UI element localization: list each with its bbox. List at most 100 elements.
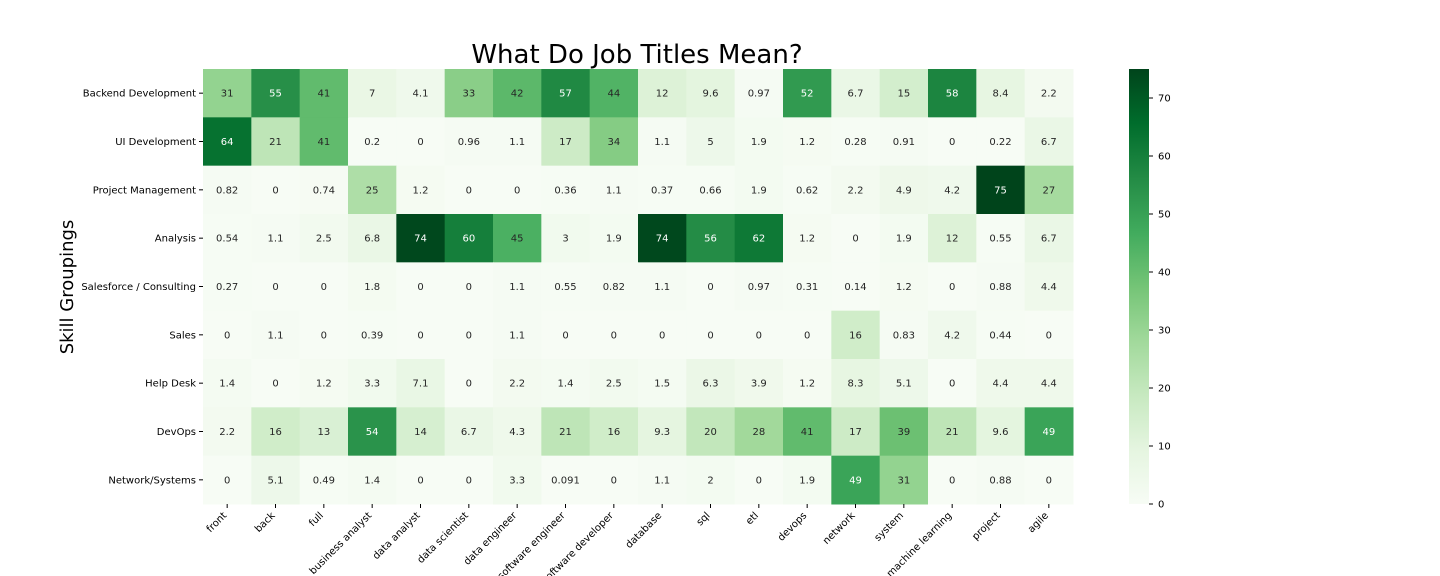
heatmap-cell [928, 262, 977, 312]
heatmap-cell [638, 214, 687, 263]
cell-value-label: 1.9 [896, 234, 912, 245]
cell-value-label: 39 [897, 427, 910, 438]
cell-value-label: 2.2 [219, 427, 235, 438]
cell-value-label: 1.4 [558, 379, 574, 390]
heatmap-cell [928, 214, 977, 263]
heatmap-cell [879, 69, 929, 118]
cell-value-label: 1.2 [316, 379, 332, 390]
cell-value-label: 0 [272, 379, 278, 390]
cell-value-label: 0.82 [216, 185, 238, 196]
heatmap-cell [638, 165, 687, 215]
heatmap-cell [348, 262, 397, 312]
cell-value-label: 3.3 [509, 475, 525, 486]
cell-value-label: 15 [897, 89, 910, 100]
cell-value-label: 2.2 [509, 379, 525, 390]
cell-value-label: 0 [466, 185, 472, 196]
cell-value-label: 1.2 [799, 234, 815, 245]
cell-value-label: 4.4 [1041, 282, 1057, 293]
heatmap-cell [396, 214, 446, 263]
column-label: network [821, 510, 858, 547]
cell-value-label: 1.9 [606, 234, 622, 245]
heatmap-cell [928, 407, 977, 457]
heatmap-cell [734, 117, 784, 167]
heatmap-cell [396, 117, 446, 167]
heatmap-cell [734, 359, 784, 408]
heatmap-cell [251, 117, 301, 167]
cell-value-label: 0.88 [989, 475, 1011, 486]
cell-value-label: 0 [804, 330, 810, 341]
cell-value-label: 6.7 [1041, 137, 1057, 148]
heatmap-cell [976, 359, 1026, 408]
cell-value-label: 1.4 [219, 379, 235, 390]
cell-value-label: 0.14 [844, 282, 866, 293]
heatmap-cell [203, 165, 252, 215]
heatmap-cell [831, 165, 881, 215]
heatmap-cell [1024, 165, 1074, 215]
heatmap-cell [879, 165, 929, 215]
heatmap-cell [348, 407, 397, 457]
cell-value-label: 3 [562, 234, 568, 245]
heatmap-cell [879, 214, 929, 263]
heatmap-cell [203, 262, 252, 312]
cell-value-label: 0 [1046, 330, 1052, 341]
cell-value-label: 1.5 [654, 379, 670, 390]
cell-value-label: 20 [704, 427, 717, 438]
heatmap-cell [831, 117, 881, 167]
cell-value-label: 0 [466, 282, 472, 293]
column-label: etl [744, 510, 761, 527]
cell-value-label: 0 [611, 330, 617, 341]
colorbar-ticks: 0 10 20 30 40 50 60 70 [1149, 94, 1171, 511]
heatmap-cell [251, 165, 301, 215]
cell-value-label: 56 [704, 234, 717, 245]
heatmap-cell [541, 117, 591, 167]
row-label: Project Management [93, 185, 196, 196]
heatmap-cell [976, 310, 1026, 360]
cell-value-label: 0.54 [216, 234, 238, 245]
heatmap-cell [348, 214, 397, 263]
cell-value-label: 14 [414, 427, 427, 438]
cell-value-label: 0.22 [989, 137, 1011, 148]
heatmap-cell [783, 117, 832, 167]
heatmap-cell [976, 69, 1026, 118]
cell-value-label: 16 [849, 330, 862, 341]
cell-value-label: 9.6 [703, 89, 719, 100]
heatmap-cell [686, 359, 736, 408]
cell-value-label: 25 [366, 185, 379, 196]
heatmap-cell [589, 262, 639, 312]
heatmap-cell [348, 455, 397, 505]
heatmap-cell [783, 69, 832, 118]
heatmap-cell [686, 117, 736, 167]
heatmap-cell [638, 262, 687, 312]
heatmap-cell [396, 165, 446, 215]
heatmap-cell [686, 262, 736, 312]
heatmap-cell [831, 262, 881, 312]
cell-value-label: 0.2 [364, 137, 380, 148]
cell-value-label: 1.4 [364, 475, 380, 486]
heatmap-cell [976, 262, 1026, 312]
cell-value-label: 64 [221, 137, 234, 148]
column-label: back [253, 510, 278, 535]
heatmap-cell [638, 117, 687, 167]
heatmap-cell [734, 165, 784, 215]
colorbar-tick-label: 10 [1158, 442, 1171, 453]
cell-value-label: 41 [801, 427, 814, 438]
heatmap-cell [493, 165, 542, 215]
cell-value-label: 0.55 [554, 282, 576, 293]
cell-value-label: 0.55 [989, 234, 1011, 245]
heatmap-cell [831, 310, 881, 360]
cell-value-label: 0.39 [361, 330, 383, 341]
cell-value-label: 0 [417, 475, 423, 486]
cell-value-label: 6.7 [1041, 234, 1057, 245]
heatmap-cell [589, 455, 639, 505]
heatmap-cell [783, 262, 832, 312]
cell-value-label: 1.9 [751, 137, 767, 148]
heatmap-cell [348, 117, 397, 167]
cell-value-label: 1.2 [896, 282, 912, 293]
heatmap-cell [928, 310, 977, 360]
heatmap-cell [879, 262, 929, 312]
cell-value-label: 16 [607, 427, 620, 438]
cell-value-label: 62 [752, 234, 765, 245]
cell-value-label: 4.4 [1041, 379, 1057, 390]
heatmap-cell [1024, 262, 1074, 312]
heatmap-cell [493, 69, 542, 118]
